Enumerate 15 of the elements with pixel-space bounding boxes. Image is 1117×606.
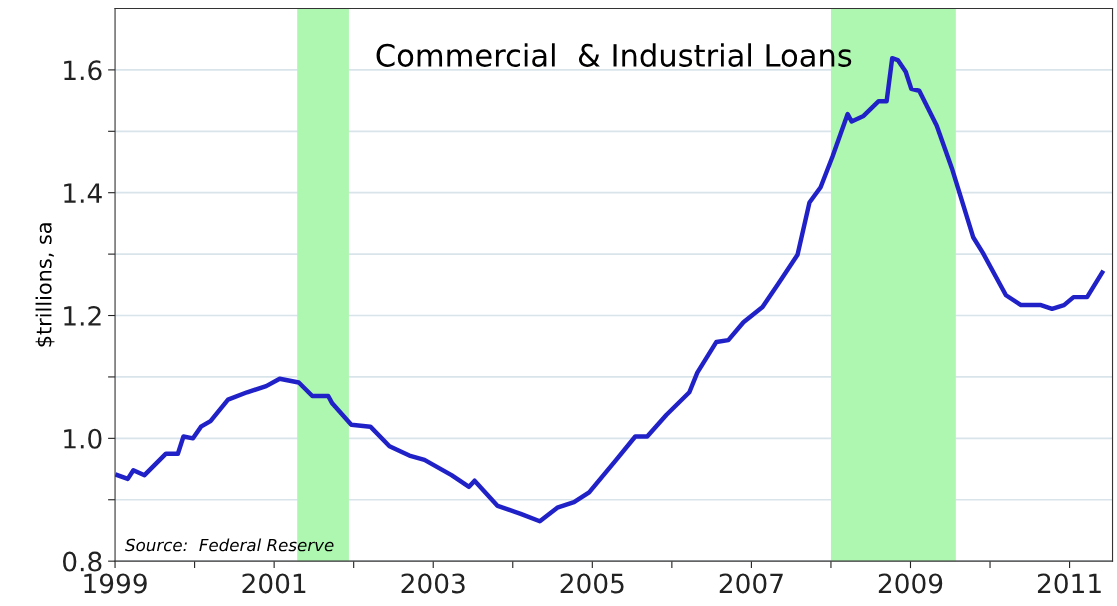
x-tick-label: 2003 [401,573,465,594]
y-tick-label: 0.8 [63,551,102,572]
x-tick-label: 1999 [84,573,147,594]
x-tick-label: 2001 [242,573,306,594]
y-tick-label: 1.0 [64,428,102,449]
text: Commercial & Industrial Loans [376,43,852,67]
x-tick-label: 2007 [719,573,783,594]
y-tick-label: 1.2 [64,305,101,326]
x-tick-label: 2011 [1037,573,1101,594]
x-tick-label: 2009 [878,573,943,594]
y-tick-label: 1.6 [64,60,102,81]
y-tick-label: 1.4 [64,183,102,203]
annotation: Source: Federal Reserve [125,538,334,552]
x-tick-label: 2005 [560,573,624,594]
y-axis-title: $trillions, sa [35,223,55,347]
